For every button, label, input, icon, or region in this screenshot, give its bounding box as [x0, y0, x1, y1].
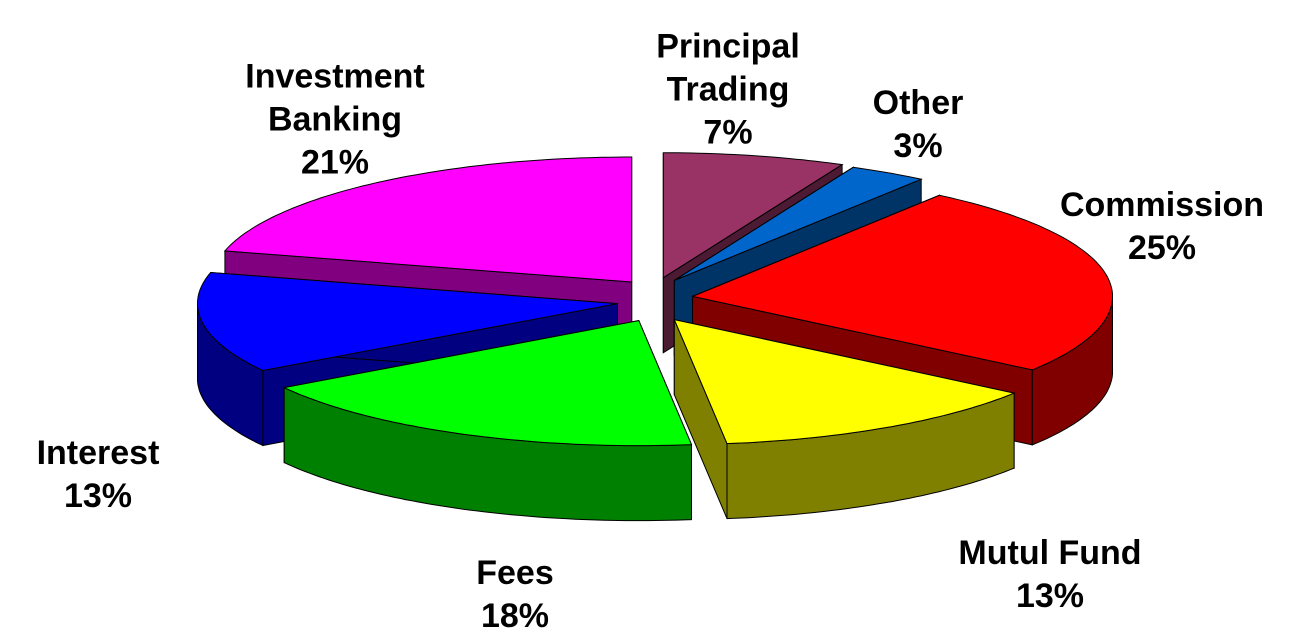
category-label: Other: [872, 84, 964, 122]
category-label: Investment Banking: [245, 57, 425, 139]
slice-top: [197, 271, 618, 372]
value-label: 13%: [63, 477, 133, 515]
category-label: Mutul Fund: [958, 534, 1142, 572]
slice-label: Investment Banking 21%: [215, 56, 455, 185]
slice-label: Commission 25%: [1002, 184, 1316, 270]
value-label: 13%: [1015, 577, 1085, 615]
slice-top: [662, 152, 844, 279]
pie-slice: [282, 319, 693, 522]
slice-top: [674, 166, 923, 281]
category-label: Interest: [36, 434, 160, 472]
slice-top: [690, 194, 1113, 371]
value-label: 21%: [300, 143, 370, 182]
value-label: 25%: [1127, 229, 1197, 267]
category-label: Principal Trading: [656, 27, 800, 109]
category-label: Fees: [476, 554, 554, 592]
slice-label: Fees 18%: [415, 552, 615, 638]
slice-top: [673, 318, 1016, 445]
slice-label: Interest 13%: [0, 432, 198, 518]
slice-label: Principal Trading 7%: [628, 26, 828, 155]
slice-top: [282, 320, 693, 447]
category-label: Commission: [1059, 186, 1265, 224]
slice-label: Other 3%: [818, 82, 1018, 168]
slice-label: Mutul Fund 13%: [890, 532, 1210, 618]
pie-slice: [673, 318, 1016, 520]
value-label: 7%: [703, 113, 753, 152]
slice-top: [223, 156, 633, 283]
value-label: 18%: [480, 597, 550, 635]
value-label: 3%: [893, 127, 943, 165]
